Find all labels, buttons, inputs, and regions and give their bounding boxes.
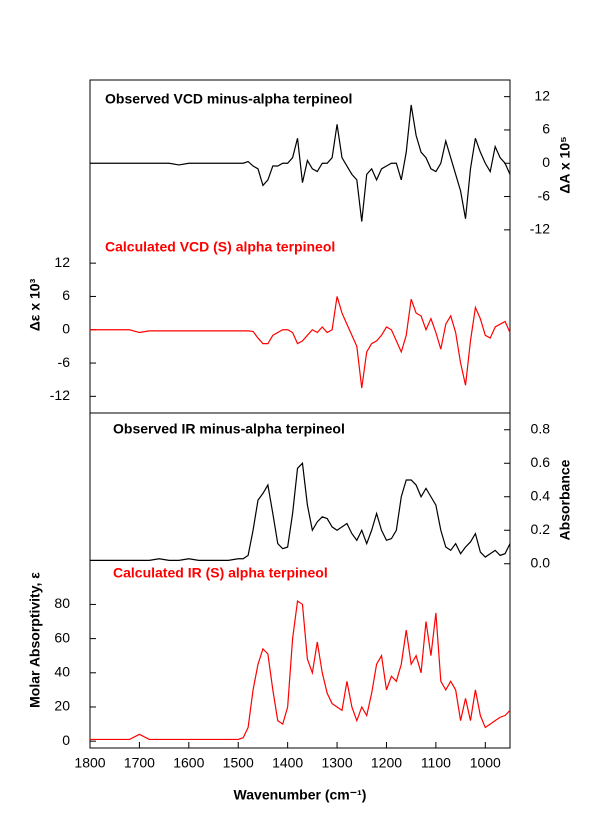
x-tick-label: 1000 (470, 755, 501, 771)
y2-tick-label: 0.2 (531, 521, 551, 537)
y2-axis-label: Absorbance (557, 459, 573, 540)
y-tick-label: 80 (54, 595, 70, 611)
y2-axis-label: ΔA x 10⁵ (557, 136, 573, 193)
x-tick-label: 1800 (74, 755, 105, 771)
x-tick-label: 1400 (272, 755, 303, 771)
y2-tick-label: 12 (534, 87, 550, 103)
spectrum-line (90, 599, 511, 741)
x-tick-label: 1300 (321, 755, 352, 771)
y2-tick-label: -12 (530, 221, 550, 237)
y-axis-label: Molar Absorptivity, ε (27, 572, 43, 708)
y-tick-label: 60 (54, 629, 70, 645)
y-tick-label: 0 (62, 732, 70, 748)
x-tick-label: 1100 (421, 755, 451, 771)
x-tick-label: 1700 (124, 755, 155, 771)
y-tick-label: -6 (58, 354, 71, 370)
y-tick-label: 0 (62, 320, 70, 336)
y2-tick-label: 0.4 (531, 487, 551, 503)
plot-frame (89, 412, 511, 749)
y-tick-label: 20 (54, 698, 70, 714)
y-tick-label: 6 (62, 287, 70, 303)
spectrum-line (90, 461, 511, 561)
y-tick-label: 12 (54, 254, 70, 270)
y2-tick-label: 0.8 (531, 420, 551, 436)
y2-tick-label: 6 (542, 121, 550, 137)
y-tick-label: -12 (50, 387, 70, 403)
y2-tick-label: 0.6 (531, 454, 551, 470)
y2-tick-label: -6 (538, 187, 551, 203)
series-label: Observed VCD minus-alpha terpineol (105, 91, 352, 107)
x-tick-label: 1500 (223, 755, 254, 771)
spectrum-line (90, 296, 511, 389)
y-axis-label: Δε x 10³ (27, 278, 43, 331)
y2-tick-label: 0 (542, 154, 550, 170)
spectrum-line (90, 104, 511, 222)
series-label: Calculated IR (S) alpha terpineol (113, 565, 328, 581)
series-label: Calculated VCD (S) alpha terpineol (105, 239, 335, 255)
y-tick-label: 40 (54, 663, 70, 679)
x-axis-label: Wavenumber (cm⁻¹) (234, 787, 367, 803)
x-tick-label: 1600 (173, 755, 204, 771)
x-tick-label: 1200 (371, 755, 402, 771)
series-label: Observed IR minus-alpha terpineol (113, 421, 345, 437)
y2-tick-label: 0.0 (531, 554, 551, 570)
